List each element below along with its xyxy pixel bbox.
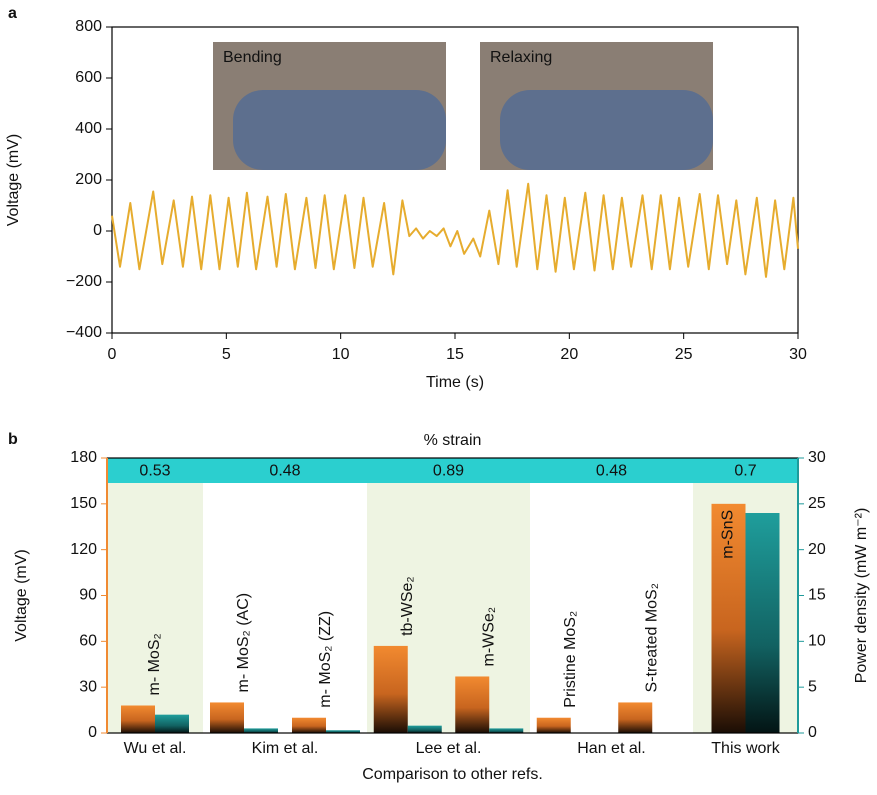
x-tick-label: 15 xyxy=(446,346,464,363)
signal-line xyxy=(111,182,799,278)
strain-band xyxy=(530,458,693,483)
bar-label: tb-WSe₂ xyxy=(399,576,416,636)
x-tick-label: 10 xyxy=(332,346,350,363)
y-tick-label: 400 xyxy=(75,120,102,137)
group-shade xyxy=(107,483,203,733)
y-tick-label: −400 xyxy=(66,324,102,341)
x-axis-label: Comparison to other refs. xyxy=(362,766,543,783)
group-label: Han et al. xyxy=(577,740,645,757)
y-tick-label: 90 xyxy=(79,587,97,604)
y-axis-label: Voltage (mV) xyxy=(5,134,22,226)
y2-tick-label: 15 xyxy=(808,587,826,604)
inset-label: Bending xyxy=(223,49,282,66)
x-tick-label: 5 xyxy=(222,346,231,363)
inset-glove xyxy=(500,90,713,170)
x-tick-label: 25 xyxy=(675,346,693,363)
bar xyxy=(244,728,278,733)
strain-value: 0.89 xyxy=(433,463,464,480)
group-label: This work xyxy=(711,740,780,757)
strain-band xyxy=(693,458,798,483)
bar xyxy=(618,702,653,733)
bar xyxy=(210,702,244,733)
y2-tick-label: 10 xyxy=(808,633,826,650)
group-label: Kim et al. xyxy=(252,740,319,757)
group-label: Wu et al. xyxy=(124,740,187,757)
y-tick-label: 600 xyxy=(75,69,102,86)
bar xyxy=(121,705,155,733)
bar xyxy=(407,725,442,733)
bar xyxy=(292,717,326,733)
y-tick-label: 60 xyxy=(79,633,97,650)
y-tick-label: −200 xyxy=(66,273,102,290)
bar xyxy=(326,730,360,733)
y-tick-label: 150 xyxy=(70,495,97,512)
y2-tick-label: 25 xyxy=(808,495,826,512)
y-tick-label: 30 xyxy=(79,678,97,695)
y-tick-label: 200 xyxy=(75,171,102,188)
bar-label: Pristine MoS₂ xyxy=(562,611,579,708)
x-tick-label: 30 xyxy=(789,346,807,363)
strain-title: % strain xyxy=(424,432,482,449)
x-tick-label: 0 xyxy=(108,346,117,363)
bar-label: m- MoS₂ (AC) xyxy=(235,593,252,693)
y2-tick-label: 5 xyxy=(808,678,817,695)
group-label: Lee et al. xyxy=(416,740,482,757)
y2-tick-label: 20 xyxy=(808,541,826,558)
inset-glove xyxy=(233,90,446,170)
bar-label: S-treated MoS₂ xyxy=(643,583,660,692)
panel-label: a xyxy=(8,5,17,22)
strain-value: 0.53 xyxy=(139,463,170,480)
y-tick-label: 0 xyxy=(93,222,102,239)
bar xyxy=(455,676,490,733)
bar-label: m-WSe₂ xyxy=(480,607,497,667)
bar xyxy=(536,717,571,733)
y2-axis-label: Power density (mW m⁻²) xyxy=(853,508,870,684)
panel-label: b xyxy=(8,431,18,448)
bar xyxy=(155,714,189,733)
y2-tick-label: 30 xyxy=(808,449,826,466)
bar xyxy=(711,503,746,733)
strain-band xyxy=(367,458,530,483)
y-tick-label: 800 xyxy=(75,18,102,35)
bar-label: m- MoS₂ xyxy=(146,633,163,695)
strain-band xyxy=(107,458,203,483)
bar-label: m-SnS xyxy=(720,510,737,559)
bar-label: m- MoS₂ (ZZ) xyxy=(317,611,334,708)
inset-label: Relaxing xyxy=(490,49,552,66)
strain-band xyxy=(203,458,367,483)
y-tick-label: 0 xyxy=(88,724,97,741)
bar xyxy=(489,728,524,733)
bar xyxy=(745,513,780,733)
y-tick-label: 180 xyxy=(70,449,97,466)
y-axis-label: Voltage (mV) xyxy=(13,549,30,641)
bar xyxy=(373,645,408,733)
y2-tick-label: 0 xyxy=(808,724,817,741)
strain-value: 0.48 xyxy=(269,463,300,480)
x-tick-label: 20 xyxy=(560,346,578,363)
strain-value: 0.7 xyxy=(734,463,756,480)
y-tick-label: 120 xyxy=(70,541,97,558)
strain-value: 0.48 xyxy=(596,463,627,480)
x-axis-label: Time (s) xyxy=(426,374,484,391)
